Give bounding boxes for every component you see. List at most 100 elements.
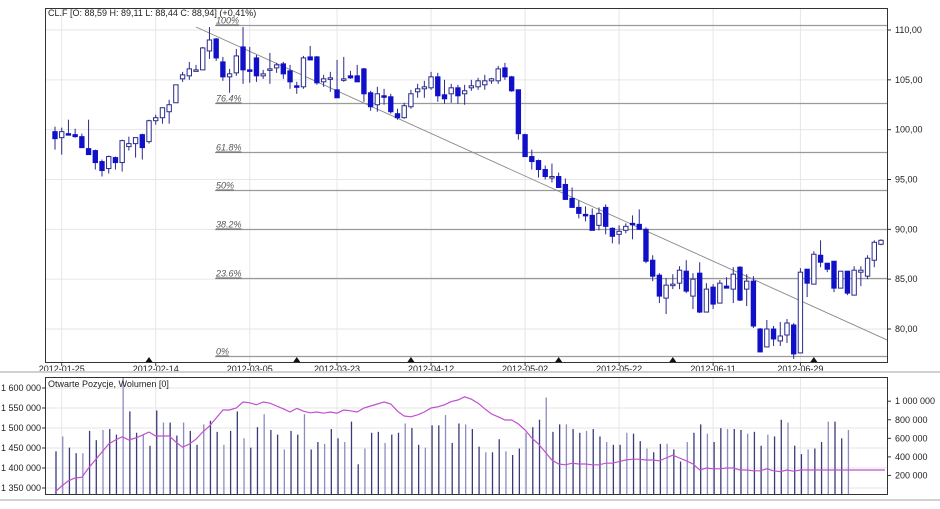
candle-bearish [804,268,810,284]
oi-tick-label: 1 350 000 [1,483,41,493]
candle-bullish [871,241,877,261]
candle-bullish [106,156,112,170]
candle-bullish [663,284,669,299]
candle-bearish [643,228,649,262]
price-tick-label: 100,00 [895,125,923,135]
candle-bearish [502,67,508,78]
candle-bullish [233,55,239,74]
candle-bullish [475,80,481,88]
date-tick-label: 2012-03-23 [314,364,360,374]
candle-bearish [750,280,757,327]
candle-bearish [354,75,360,83]
candle-bullish [267,68,273,71]
candle-bullish [838,270,844,289]
fib-label: 50% [216,181,234,191]
volume-tick-label: 200 000 [895,470,928,480]
candle-bearish [649,259,656,277]
candle-bearish [697,272,703,313]
candle-bearish [824,262,830,270]
candle-bearish [589,214,595,231]
candle-bullish [119,140,125,164]
candle-bullish [461,90,468,95]
event-marker-icon [669,357,677,362]
candle-bullish [811,253,817,285]
candle-bullish [744,280,750,290]
candle-bearish [831,260,837,289]
candle-bearish [79,136,85,149]
date-tick-label: 2012-01-25 [39,364,85,374]
volume-axis: 1 000 000 800 000 600 000 400 000 200 000 [887,396,935,480]
candle-bearish [817,254,824,263]
candle-bullish [623,225,629,231]
candle-bearish [844,270,851,294]
candle-bearish [52,131,58,140]
candle-bearish [381,95,387,98]
candle-bearish [770,328,777,340]
candle-bearish [656,274,663,297]
candle-bullish [703,288,710,313]
candle-bearish [555,176,562,188]
candle-bearish [347,75,354,79]
candle-bearish [683,270,689,292]
price-gridlines [45,9,887,362]
price-tick-label: 95,00 [895,175,918,185]
candle-bearish [710,286,716,305]
candle-bullish [166,104,172,113]
candle-bullish [864,257,871,277]
candle-bearish [367,92,374,108]
date-tick-label: 2012-06-11 [690,364,735,374]
candle-bearish [139,134,145,149]
volume-tick-label: 600 000 [895,433,928,443]
candle-bearish [609,227,616,237]
date-tick-label: 2012-03-05 [227,364,273,374]
date-tick-label: 2012-05-22 [596,364,642,374]
fib-label: 38.2% [216,220,242,230]
candle-bearish [247,69,253,72]
candle-bearish [535,160,542,171]
candle-bearish [294,85,300,88]
candle-bullish [59,131,65,139]
candle-bullish [851,269,857,296]
candle-bearish [455,87,461,97]
candle-bullish [777,335,783,342]
candle-bearish [757,328,763,353]
open-interest-axis: 1 600 000 1 550 000 1 500 000 1 450 000 1 40… [1,383,45,493]
candle-bearish [72,134,78,138]
candle-bearish [361,68,367,95]
candle-bearish [791,324,797,355]
candle-bearish [636,223,642,230]
candle-bullish [495,68,501,82]
volume-tick-label: 400 000 [895,452,928,462]
candle-bearish [542,169,548,178]
event-markers [145,357,818,362]
candle-bullish [153,117,159,122]
instrument-quote-title: CL.F [O: 88,59 H: 89,11 L: 88,44 C: 88,9… [48,8,257,18]
volume-panel-frame [45,377,888,495]
date-tick-label: 2012-05-02 [502,364,548,374]
candle-bullish [858,269,864,273]
candle-bullish [717,282,723,304]
candle-bearish [99,161,105,172]
candle-bearish [280,63,287,75]
candle-bullish [341,78,347,81]
candle-bullish [179,74,186,80]
fib-label: 23.6% [215,269,242,279]
candle-bullish [549,176,555,179]
price-tick-label: 110,00 [895,25,922,35]
candle-bullish [327,77,334,80]
candle-bullish [468,85,475,89]
fib-label: 76.4% [216,94,242,104]
candle-bearish [220,61,226,78]
candle-bearish [394,113,401,119]
candle-bearish [441,94,448,100]
candle-bullish [797,271,804,354]
volume-panel-title: Otwarte Pozycje, Wolumen [0] [48,379,169,389]
volume-tick-label: 1 000 000 [895,396,935,406]
candle-bullish [159,107,166,119]
candle-bullish [488,78,495,82]
candle-bullish [690,278,696,297]
candle-bearish [85,148,92,156]
candle-bearish [515,89,522,135]
candle-bullish [193,69,199,72]
candle-bullish [260,73,266,77]
